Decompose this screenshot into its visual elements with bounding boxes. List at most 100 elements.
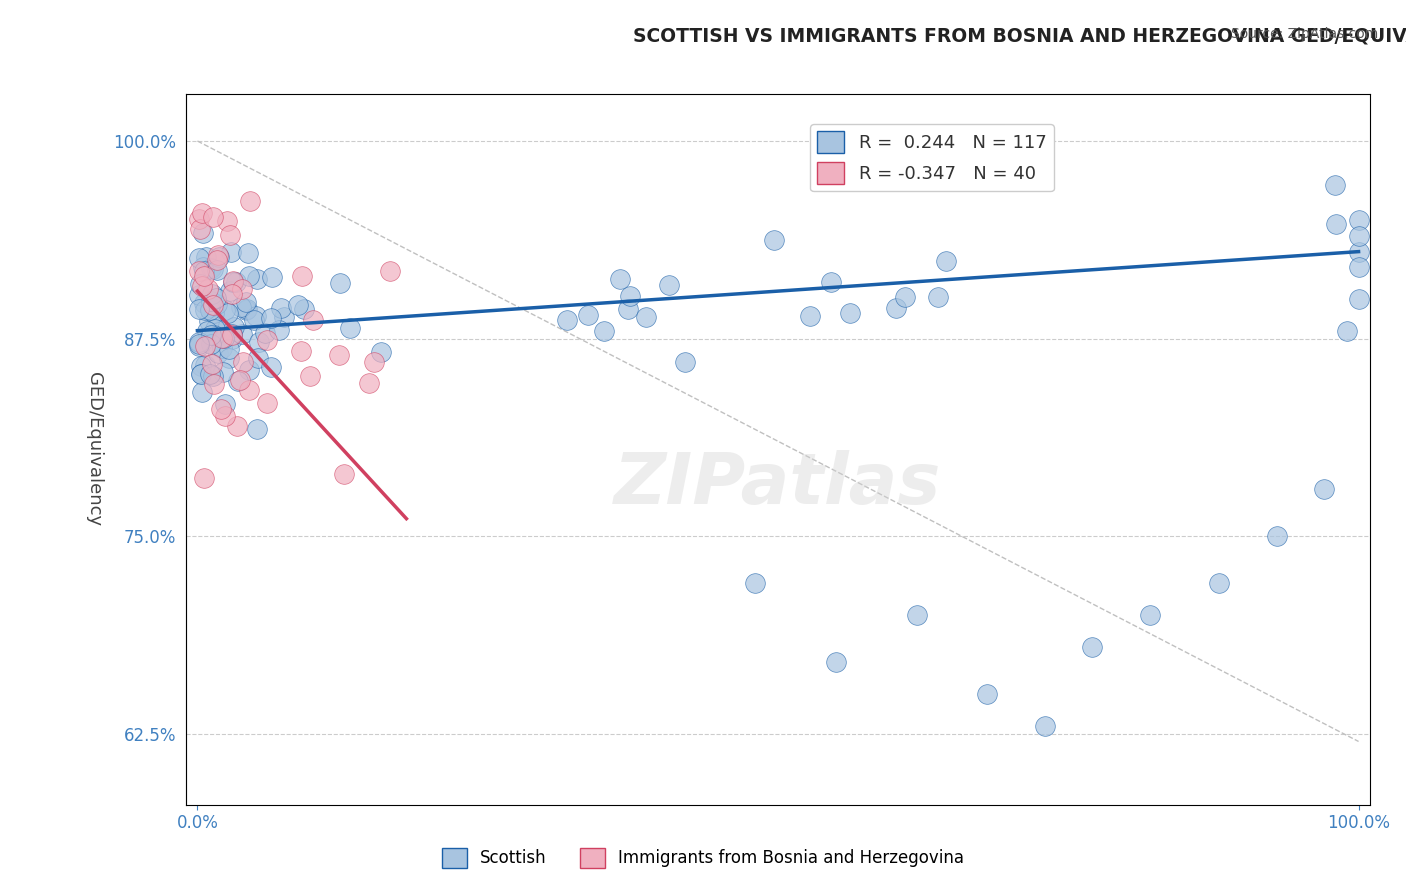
Point	[287, 298, 309, 312]
Point	[246, 272, 269, 286]
Point	[211, 323, 233, 337]
Point	[235, 302, 257, 317]
Point	[187, 211, 209, 226]
Point	[201, 357, 224, 371]
Point	[191, 279, 214, 293]
Point	[209, 402, 232, 417]
Point	[214, 397, 236, 411]
Point	[273, 310, 295, 325]
Point	[893, 290, 915, 304]
Point	[204, 322, 226, 336]
Point	[247, 335, 270, 350]
Point	[744, 576, 766, 591]
Point	[187, 264, 209, 278]
Point	[222, 320, 245, 334]
Point	[225, 419, 247, 434]
Point	[218, 228, 240, 243]
Point	[201, 369, 224, 384]
Point	[202, 306, 225, 320]
Point	[200, 261, 222, 276]
Point	[333, 467, 356, 481]
Point	[1080, 640, 1102, 654]
Point	[188, 277, 211, 291]
Point	[201, 261, 224, 276]
Point	[378, 264, 401, 278]
Point	[221, 276, 243, 290]
Point	[1347, 260, 1369, 275]
Text: ZIPatlas: ZIPatlas	[614, 450, 942, 519]
Point	[884, 301, 907, 316]
Legend: R =  0.244   N = 117, R = -0.347   N = 40: R = 0.244 N = 117, R = -0.347 N = 40	[810, 124, 1054, 192]
Point	[193, 268, 215, 283]
Point	[976, 687, 998, 701]
Point	[221, 326, 243, 341]
Point	[290, 344, 312, 359]
Legend: Scottish, Immigrants from Bosnia and Herzegovina: Scottish, Immigrants from Bosnia and Her…	[434, 841, 972, 875]
Point	[187, 339, 209, 353]
Point	[231, 282, 253, 296]
Point	[927, 290, 949, 304]
Point	[194, 302, 217, 317]
Point	[247, 351, 270, 366]
Point	[267, 323, 290, 337]
Point	[370, 345, 392, 359]
Point	[221, 332, 243, 346]
Point	[339, 321, 361, 335]
Point	[236, 301, 259, 316]
Point	[238, 269, 260, 284]
Point	[207, 248, 229, 262]
Point	[205, 263, 228, 277]
Point	[226, 375, 249, 389]
Point	[1208, 576, 1230, 591]
Point	[198, 300, 221, 314]
Point	[231, 327, 253, 342]
Point	[619, 289, 641, 303]
Point	[1033, 719, 1056, 733]
Point	[905, 608, 928, 623]
Point	[262, 270, 284, 285]
Point	[657, 278, 679, 293]
Point	[245, 309, 267, 323]
Point	[1312, 482, 1334, 496]
Point	[256, 333, 278, 347]
Point	[202, 377, 225, 392]
Point	[219, 244, 242, 259]
Point	[799, 309, 821, 323]
Point	[193, 295, 215, 310]
Point	[357, 376, 380, 390]
Point	[555, 312, 578, 326]
Point	[1347, 244, 1369, 259]
Point	[194, 339, 217, 353]
Point	[211, 341, 233, 355]
Point	[190, 368, 212, 382]
Point	[1347, 213, 1369, 227]
Point	[328, 348, 350, 362]
Point	[211, 331, 233, 345]
Point	[238, 363, 260, 377]
Point	[200, 327, 222, 342]
Text: SCOTTISH VS IMMIGRANTS FROM BOSNIA AND HERZEGOVINA GED/EQUIVALENCY CORRELATION C: SCOTTISH VS IMMIGRANTS FROM BOSNIA AND H…	[633, 27, 1406, 45]
Point	[188, 251, 211, 265]
Point	[214, 409, 236, 423]
Point	[935, 254, 957, 268]
Point	[839, 306, 862, 320]
Point	[211, 323, 233, 337]
Point	[205, 292, 228, 306]
Point	[190, 367, 212, 381]
Point	[198, 314, 221, 328]
Point	[207, 297, 229, 311]
Point	[221, 287, 243, 301]
Point	[243, 312, 266, 326]
Point	[198, 367, 221, 381]
Point	[291, 268, 314, 283]
Point	[191, 205, 214, 219]
Point	[197, 282, 219, 296]
Point	[301, 313, 323, 327]
Point	[205, 252, 228, 267]
Point	[363, 355, 385, 369]
Point	[200, 294, 222, 309]
Point	[1347, 292, 1369, 306]
Point	[201, 286, 224, 301]
Point	[609, 271, 631, 285]
Point	[202, 210, 225, 224]
